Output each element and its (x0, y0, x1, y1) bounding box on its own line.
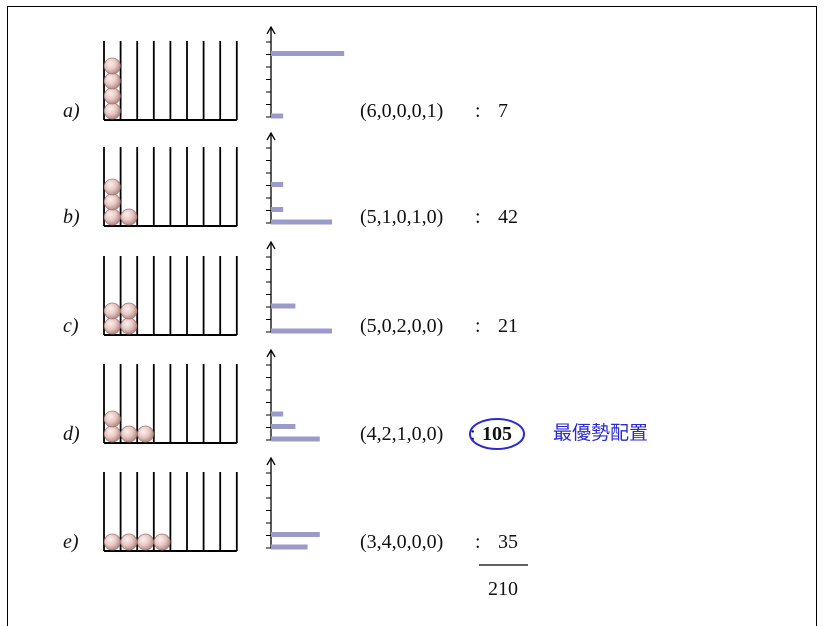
total-count: 210 (488, 578, 518, 600)
particle-ball (120, 425, 138, 443)
microstate-count: 42 (498, 206, 518, 228)
microstate-count: 7 (498, 100, 508, 122)
boltzmann-configurations-figure: a) (6,0,0,0,1):7b) (5,1,0,1,0):42c) (5,0,2,… (63, 25, 648, 600)
histogram-bar (271, 113, 284, 119)
histogram-bar (271, 182, 284, 187)
configuration-tuple: (6,0,0,0,1) (360, 100, 443, 122)
particle-ball (103, 193, 121, 211)
particle-ball (103, 410, 121, 428)
particle-ball (153, 533, 171, 551)
separator-colon: : (470, 423, 476, 445)
row-label: a) (63, 100, 80, 122)
configuration-tuple: (5,1,0,1,0) (360, 206, 443, 228)
particle-ball (137, 425, 154, 443)
row-label: b) (63, 206, 80, 228)
particle-ball (120, 533, 138, 551)
particle-ball (103, 302, 121, 320)
configuration-row: a) (6,0,0,0,1):7 (63, 25, 508, 122)
configuration-row: e) (3,4,0,0,0):35 (63, 456, 518, 553)
histogram-bar (271, 436, 320, 442)
histogram-bar (271, 51, 345, 56)
particle-ball (103, 87, 121, 105)
histogram-bar (271, 328, 332, 334)
axis-arrow (266, 240, 276, 250)
histogram-bar (271, 532, 320, 537)
histogram-bar (271, 303, 296, 309)
row-label: d) (63, 423, 80, 445)
configuration-tuple: (5,0,2,0,0) (360, 315, 443, 337)
highlight-ellipse (469, 418, 525, 450)
configuration-tuple: (3,4,0,0,0) (360, 531, 443, 553)
microstate-count: 21 (498, 315, 518, 337)
microstate-count: 105 (482, 423, 512, 445)
histogram-bar (271, 219, 332, 225)
configuration-row: b) (5,1,0,1,0):42 (63, 131, 518, 228)
configuration-tuple: (4,2,1,0,0) (360, 423, 443, 445)
separator-colon: : (475, 531, 481, 553)
particle-ball (103, 425, 121, 443)
particle-ball (103, 102, 121, 120)
particle-ball (120, 302, 138, 320)
histogram-bar (271, 424, 296, 429)
particle-ball (120, 208, 138, 226)
particle-ball (103, 317, 121, 335)
particle-ball (103, 57, 121, 75)
configuration-row: d) (4,2,1,0,0):105 最優勢配置 (63, 348, 648, 450)
separator-colon: : (475, 315, 481, 337)
most-probable-label: 最優勢配置 (553, 422, 648, 444)
particle-ball (120, 317, 138, 335)
axis-arrow (266, 131, 276, 141)
separator-colon: : (475, 206, 481, 228)
separator-colon: : (475, 100, 481, 122)
row-label: c) (63, 315, 79, 337)
configuration-row: c) (5,0,2,0,0):21 (63, 240, 518, 337)
microstate-count: 35 (498, 531, 518, 553)
particle-ball (137, 533, 154, 551)
particle-ball (103, 72, 121, 90)
particle-ball (103, 208, 121, 226)
particle-ball (103, 178, 121, 196)
axis-arrow (266, 348, 276, 358)
axis-arrow (266, 25, 276, 35)
histogram-bar (271, 411, 284, 417)
histogram-bar (271, 544, 308, 550)
histogram-bar (271, 207, 284, 212)
axis-arrow (266, 456, 276, 466)
figure-frame (7, 6, 817, 626)
particle-ball (103, 533, 121, 551)
row-label: e) (63, 531, 79, 553)
